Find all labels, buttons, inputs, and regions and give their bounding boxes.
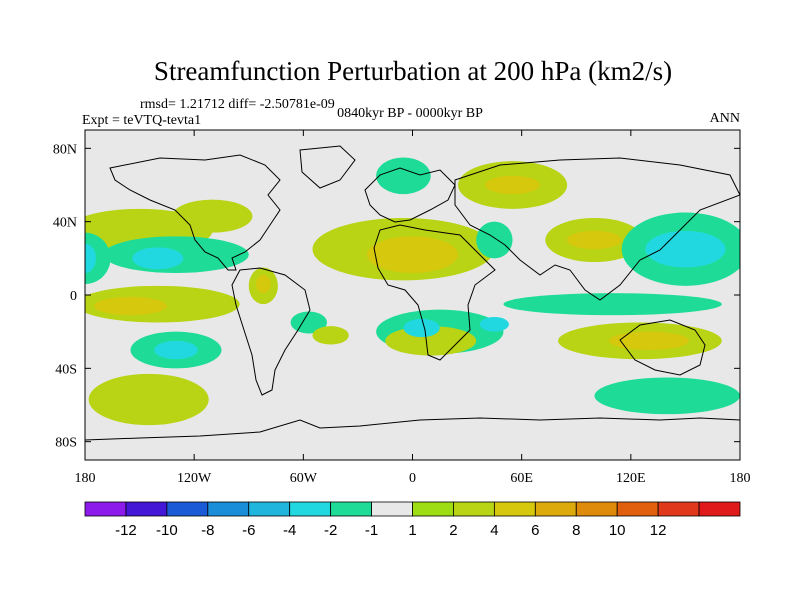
colorbar-box — [207, 501, 250, 517]
coast-antarctica — [85, 417, 740, 441]
x-tick-label: 120W — [177, 471, 212, 486]
x-tick-label: 60W — [290, 471, 318, 486]
colorbar-label: -8 — [201, 522, 214, 539]
colorbar-label: -2 — [324, 522, 337, 539]
region-russia-pos-core — [485, 175, 540, 195]
colorbar-box — [657, 501, 700, 517]
coast-south-america — [231, 267, 311, 396]
colorbar-label: 10 — [609, 522, 626, 539]
region-east-indian-neg — [503, 293, 722, 316]
coast-africa — [373, 224, 496, 361]
coastlines — [85, 145, 740, 441]
x-tick-label: 120E — [616, 471, 646, 486]
region-caribbean-pos-core — [256, 274, 271, 294]
colorbar-label: -6 — [242, 522, 255, 539]
y-tick-label: 40S — [55, 362, 77, 377]
colorbar-label: -10 — [156, 522, 178, 539]
region-australia-pos-core — [609, 331, 690, 351]
colorbar-box — [575, 501, 618, 517]
period-label: 0840kyr BP - 0000kyr BP — [337, 106, 483, 121]
region-middle-east-neg — [476, 221, 513, 259]
x-tick-label: 180 — [730, 471, 751, 486]
region-west-pacific-neg-core — [645, 230, 726, 268]
colorbar-labels: -12 -10 -8 -6 -4 -2 -1 1 2 4 6 8 10 12 — [115, 522, 666, 539]
colorbar-box — [412, 501, 454, 517]
stats-label: rmsd= 1.21712 diff= -2.50781e-09 — [140, 97, 335, 112]
colorbar-label: -12 — [115, 522, 137, 539]
colorbar-box — [125, 501, 168, 517]
y-tick-label: 0 — [70, 289, 77, 304]
colorbar-box — [371, 501, 413, 517]
contour-regions — [85, 157, 740, 426]
colorbar-label: -1 — [365, 522, 378, 539]
colorbar-box — [453, 501, 495, 517]
region-north-america-pos — [172, 199, 253, 233]
x-tick-label: 180 — [75, 471, 96, 486]
region-south-pacific-pos-core — [94, 296, 167, 316]
colorbar-box — [698, 501, 741, 517]
region-atlantic-africa-pos-core — [367, 236, 458, 273]
region-tropical-pacific-neg-mid-core — [132, 247, 184, 270]
region-europe-neg — [376, 157, 431, 195]
season-label: ANN — [710, 111, 740, 126]
colorbar-label: 6 — [531, 522, 539, 539]
colorbar-box — [616, 501, 659, 517]
y-tick-label: 80N — [53, 142, 77, 157]
x-tick-label: 0 — [409, 471, 416, 486]
coast-europe — [364, 167, 456, 223]
colorbar — [84, 501, 741, 517]
region-south-atlantic-pos-small — [312, 326, 349, 345]
coast-australia — [619, 319, 706, 376]
x-tick-label: 60E — [510, 471, 533, 486]
colorbar-label: 4 — [490, 522, 498, 539]
colorbar-label: 12 — [650, 522, 667, 539]
experiment-label: Expt = teVTQ-tevta1 — [82, 113, 201, 128]
colorbar-box — [84, 501, 127, 517]
colorbar-box — [493, 501, 536, 517]
region-asia-pos-core — [567, 230, 622, 250]
colorbar-box — [248, 501, 291, 517]
colorbar-label: -4 — [283, 522, 296, 539]
coast-north-america — [109, 154, 281, 271]
axis-ticks — [84, 130, 741, 460]
colorbar-label: 2 — [449, 522, 457, 539]
region-southern-ocean-pos — [88, 373, 209, 426]
colorbar-label: 1 — [408, 522, 416, 539]
colorbar-box — [166, 501, 209, 517]
axis-labels: 180 120W 60W 0 60E 120E 180 80N 40N 0 40S 80S — [53, 142, 751, 486]
colorbar-label: 8 — [572, 522, 580, 539]
region-southern-indian-neg — [594, 377, 740, 415]
region-south-pacific-neg-core — [154, 340, 198, 360]
region-south-africa-neg-core-east — [479, 317, 509, 332]
region-tropical-pacific-neg-west — [85, 232, 111, 284]
region-south-africa-neg-core — [403, 318, 440, 338]
y-tick-label: 40N — [53, 216, 77, 231]
region-tropical-pacific-neg-west-core — [85, 243, 96, 273]
y-tick-label: 80S — [55, 436, 77, 451]
colorbar-box — [534, 501, 577, 517]
colorbar-box — [289, 501, 332, 517]
chart-title: Streamfunction Perturbation at 200 hPa (… — [154, 56, 672, 86]
coast-greenland — [299, 145, 356, 189]
coast-asia — [454, 157, 740, 301]
colorbar-box — [330, 501, 372, 517]
